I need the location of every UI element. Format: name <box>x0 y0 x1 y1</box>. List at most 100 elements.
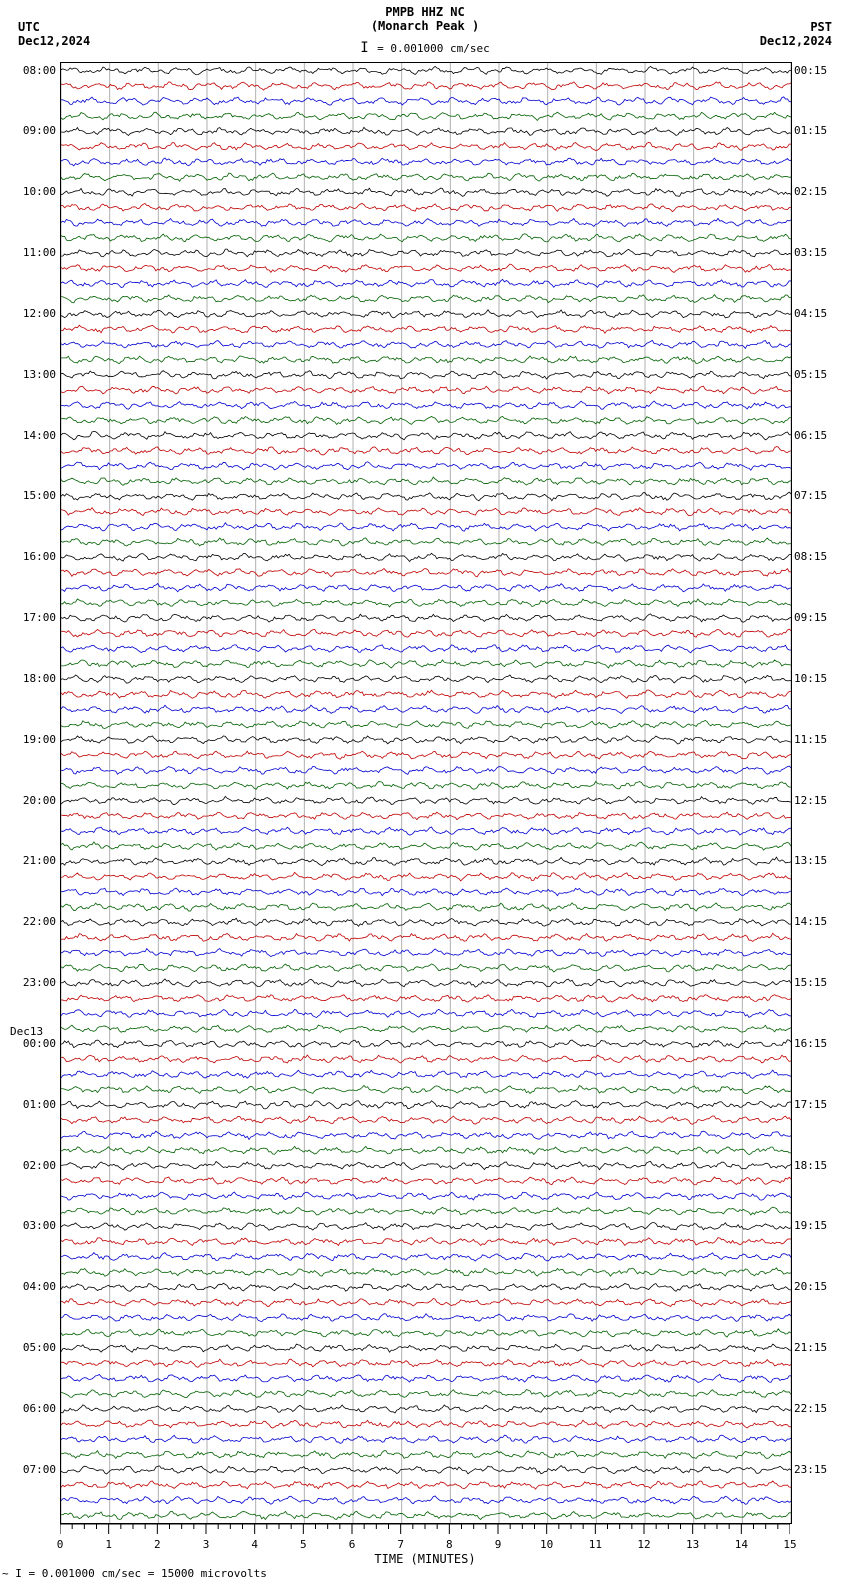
x-axis: 0123456789101112131415 TIME (MINUTES) <box>60 1524 790 1564</box>
trace-row <box>61 325 791 333</box>
footer-bar-icon: ~ I <box>2 1567 29 1580</box>
trace-row <box>61 979 791 987</box>
right-hour-label: 22:15 <box>794 1402 850 1415</box>
trace-row <box>61 1390 791 1398</box>
right-hour-label: 15:15 <box>794 976 850 989</box>
trace-row <box>61 249 791 257</box>
trace-row <box>61 736 791 744</box>
left-hour-label: 04:00 <box>0 1280 56 1293</box>
right-hour-label: 01:15 <box>794 124 850 137</box>
left-hour-label: 02:00 <box>0 1159 56 1172</box>
trace-row <box>61 1466 791 1474</box>
trace-row <box>61 538 791 546</box>
trace-row <box>61 599 791 607</box>
trace-row <box>61 82 791 90</box>
trace-row <box>61 1146 791 1154</box>
trace-row <box>61 660 791 668</box>
trace-row <box>61 1511 791 1519</box>
right-hour-label: 12:15 <box>794 794 850 807</box>
trace-row <box>61 1192 791 1200</box>
trace-row <box>61 416 791 424</box>
right-hour-label: 19:15 <box>794 1219 850 1232</box>
header-center: PMPB HHZ NC (Monarch Peak ) <box>371 5 479 33</box>
scale-bar-text: = 0.001000 cm/sec <box>377 42 490 55</box>
header-left: UTC Dec12,2024 <box>18 20 90 48</box>
plot-area <box>60 62 792 1524</box>
trace-row <box>61 964 791 972</box>
trace-row <box>61 1268 791 1276</box>
x-tick-label: 4 <box>251 1538 258 1551</box>
header-right: PST Dec12,2024 <box>760 20 832 48</box>
trace-row <box>61 1329 791 1337</box>
left-hour-label: 20:00 <box>0 794 56 807</box>
trace-row <box>61 1496 791 1504</box>
trace-row <box>61 872 791 880</box>
trace-row <box>61 1451 791 1459</box>
trace-row <box>61 1420 791 1428</box>
trace-row <box>61 994 791 1002</box>
trace-row <box>61 751 791 759</box>
left-hour-label: 16:00 <box>0 550 56 563</box>
left-date-label: Dec12,2024 <box>18 34 90 48</box>
right-hour-label: 13:15 <box>794 854 850 867</box>
x-tick-label: 8 <box>446 1538 453 1551</box>
x-tick-label: 11 <box>589 1538 602 1551</box>
trace-row <box>61 690 791 698</box>
trace-row <box>61 188 791 196</box>
trace-row <box>61 705 791 713</box>
trace-row <box>61 888 791 896</box>
x-tick-label: 15 <box>783 1538 796 1551</box>
trace-row <box>61 1223 791 1231</box>
trace-row <box>61 827 791 835</box>
right-hour-label: 06:15 <box>794 429 850 442</box>
trace-row <box>61 447 791 455</box>
trace-row <box>61 1314 791 1322</box>
trace-row <box>61 1298 791 1306</box>
right-date-label: Dec12,2024 <box>760 34 832 48</box>
trace-row <box>61 127 791 135</box>
trace-row <box>61 310 791 318</box>
left-hour-label: 09:00 <box>0 124 56 137</box>
right-tz-label: PST <box>760 20 832 34</box>
trace-row <box>61 1344 791 1352</box>
trace-row <box>61 903 791 911</box>
trace-row <box>61 781 791 789</box>
trace-row <box>61 1283 791 1291</box>
left-hour-label: 11:00 <box>0 246 56 259</box>
scale-bar-icon: I <box>360 40 377 56</box>
trace-row <box>61 1359 791 1367</box>
right-hour-label: 10:15 <box>794 672 850 685</box>
left-hour-label: 05:00 <box>0 1341 56 1354</box>
x-tick-label: 3 <box>203 1538 210 1551</box>
trace-row <box>61 766 791 774</box>
scale-note: I = 0.001000 cm/sec <box>360 40 489 56</box>
trace-row <box>61 203 791 211</box>
trace-row <box>61 1435 791 1443</box>
trace-row <box>61 492 791 501</box>
left-hour-label: 14:00 <box>0 429 56 442</box>
trace-row <box>61 66 791 74</box>
x-tick-label: 1 <box>105 1538 112 1551</box>
seismogram-svg <box>61 63 791 1523</box>
trace-row <box>61 1374 791 1382</box>
trace-row <box>61 1481 791 1489</box>
trace-row <box>61 508 791 516</box>
trace-row <box>61 933 791 941</box>
x-tick-label: 14 <box>735 1538 748 1551</box>
trace-row <box>61 477 791 485</box>
trace-row <box>61 1131 791 1139</box>
trace-row <box>61 158 791 166</box>
trace-row <box>61 812 791 820</box>
left-hour-label: 08:00 <box>0 64 56 77</box>
left-hour-label: 12:00 <box>0 307 56 320</box>
trace-row <box>61 142 791 150</box>
trace-row <box>61 614 791 622</box>
trace-row <box>61 1116 791 1124</box>
seismogram-container: UTC Dec12,2024 PMPB HHZ NC (Monarch Peak… <box>0 0 850 1584</box>
right-hour-label: 03:15 <box>794 246 850 259</box>
trace-row <box>61 720 791 728</box>
right-hour-label: 08:15 <box>794 550 850 563</box>
x-tick-label: 9 <box>495 1538 502 1551</box>
right-hour-label: 00:15 <box>794 64 850 77</box>
left-hour-label: 23:00 <box>0 976 56 989</box>
